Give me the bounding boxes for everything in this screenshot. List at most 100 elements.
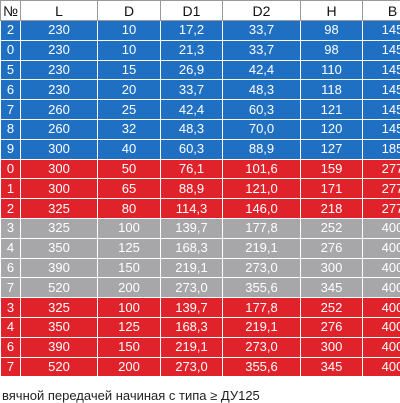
table-cell: 10: [98, 21, 161, 41]
table-cell: 3: [1, 218, 21, 238]
table-cell: 200: [98, 357, 161, 377]
table-cell: 185: [363, 139, 400, 159]
table-cell: 520: [21, 278, 98, 298]
table-cell: 390: [21, 258, 98, 278]
table-cell: 276: [301, 238, 363, 258]
table-cell: 6: [1, 80, 21, 100]
table-cell: 252: [301, 298, 363, 318]
table-cell: 150: [98, 258, 161, 278]
table-cell: 88,9: [223, 139, 301, 159]
table-cell: 98: [301, 40, 363, 60]
table-cell: 17,2: [161, 21, 223, 41]
header-cell: D2: [223, 1, 301, 21]
table-cell: 400: [363, 258, 400, 278]
table-cell: 230: [21, 60, 98, 80]
table-cell: 400: [363, 357, 400, 377]
table-cell: 400: [363, 298, 400, 318]
table-cell: 325: [21, 218, 98, 238]
table-cell: 171: [301, 179, 363, 199]
table-cell: 6: [1, 258, 21, 278]
table-cell: 400: [363, 337, 400, 357]
table-cell: 42,4: [161, 100, 223, 120]
table-cell: 168,3: [161, 317, 223, 337]
table-cell: 277: [363, 179, 400, 199]
table-cell: 33,7: [223, 40, 301, 60]
table-cell: 2: [1, 21, 21, 41]
header-cell: №: [1, 1, 21, 21]
table-cell: 273,0: [161, 278, 223, 298]
table-cell: 3: [1, 298, 21, 318]
table-cell: 2: [1, 199, 21, 219]
table-cell: 350: [21, 238, 98, 258]
table-cell: 177,8: [223, 298, 301, 318]
table-cell: 1: [1, 179, 21, 199]
table-cell: 400: [363, 317, 400, 337]
header-cell: H: [301, 1, 363, 21]
table-cell: 7: [1, 278, 21, 298]
table-cell: 100: [98, 218, 161, 238]
footer-note: вячной передачей начиная с типа ≥ ДУ125: [0, 378, 400, 403]
header-cell: L: [21, 1, 98, 21]
table-cell: 101,6: [223, 159, 301, 179]
table-cell: 121,0: [223, 179, 301, 199]
table-cell: 400: [363, 278, 400, 298]
table-cell: 118: [301, 80, 363, 100]
table-cell: 200: [98, 278, 161, 298]
table-cell: 33,7: [223, 21, 301, 41]
table-cell: 230: [21, 40, 98, 60]
table-cell: 8: [1, 119, 21, 139]
table-cell: 0: [1, 159, 21, 179]
table-cell: 20: [98, 80, 161, 100]
table-cell: 252: [301, 218, 363, 238]
table-cell: 345: [301, 357, 363, 377]
table-cell: 25: [98, 100, 161, 120]
table-cell: 114,3: [161, 199, 223, 219]
table-cell: 230: [21, 21, 98, 41]
table-cell: 273,0: [161, 357, 223, 377]
table-cell: 6: [1, 337, 21, 357]
table-cell: 50: [98, 159, 161, 179]
table-cell: 0: [1, 40, 21, 60]
table-cell: 230: [21, 80, 98, 100]
table-cell: 33,7: [161, 80, 223, 100]
table-cell: 277: [363, 159, 400, 179]
table-cell: 300: [301, 337, 363, 357]
table-cell: 400: [363, 218, 400, 238]
table-cell: 273,0: [223, 258, 301, 278]
table-cell: 60,3: [223, 100, 301, 120]
table-cell: 390: [21, 337, 98, 357]
table-cell: 260: [21, 100, 98, 120]
table-cell: 121: [301, 100, 363, 120]
table-cell: 273,0: [223, 337, 301, 357]
table-cell: 125: [98, 317, 161, 337]
table-cell: 139,7: [161, 218, 223, 238]
table-cell: 98: [301, 21, 363, 41]
table-cell: 4: [1, 238, 21, 258]
table-cell: 32: [98, 119, 161, 139]
table-cell: 40: [98, 139, 161, 159]
table-cell: 300: [301, 258, 363, 278]
table-cell: 145: [363, 40, 400, 60]
table-cell: 219,1: [161, 258, 223, 278]
table-cell: 145: [363, 60, 400, 80]
table-cell: 150: [98, 337, 161, 357]
table-cell: 9: [1, 139, 21, 159]
table-cell: 42,4: [223, 60, 301, 80]
table-cell: 350: [21, 317, 98, 337]
